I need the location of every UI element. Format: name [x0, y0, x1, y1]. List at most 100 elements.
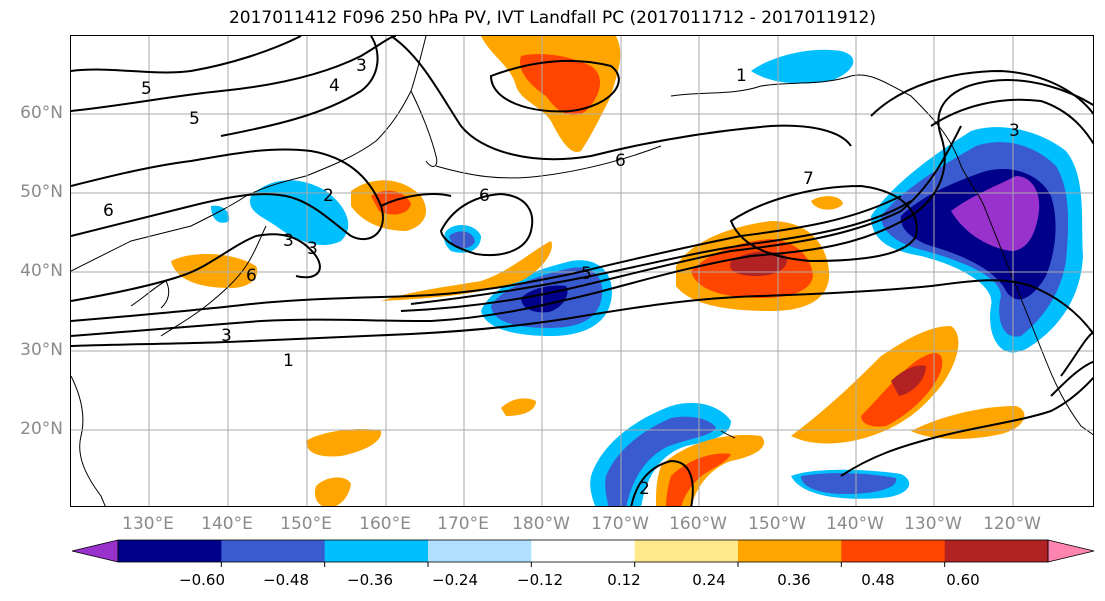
lon-label-140w: 140°W [826, 514, 884, 534]
contour-line [410, 200, 912, 305]
contour-line [71, 79, 1093, 337]
positive-anomaly-siberia-core [520, 54, 601, 116]
colorbar-tick-label: −0.48 [263, 571, 309, 589]
shaded-fields [171, 36, 1083, 506]
contour-label: 6 [103, 201, 114, 221]
contour-label: 1 [283, 351, 294, 371]
colorbar-segment [738, 540, 842, 562]
contour-label: 6 [479, 186, 490, 206]
colorbar-tick-label: 0.12 [607, 571, 641, 589]
negative-anomaly-subtropical-center-core [605, 416, 716, 506]
lon-label-170e: 170°E [437, 514, 489, 534]
contour-label: 3 [283, 231, 294, 251]
chart-title: 2017011412 F096 250 hPa PV, IVT Landfall… [228, 8, 876, 28]
contour-line [630, 459, 694, 506]
lon-label-180: 180°W [512, 514, 570, 534]
lat-label-60n: 60°N [20, 103, 63, 123]
positive-anomaly-small-ne [811, 196, 843, 210]
contour-line [390, 36, 852, 161]
contour-line [729, 184, 918, 263]
coastline-aleutians [435, 145, 662, 179]
contour-line [71, 148, 384, 241]
colorbar-segment [531, 540, 636, 562]
positive-anomaly-small-2 [314, 477, 351, 506]
coastline-alaska [670, 74, 987, 212]
contour-line [1050, 360, 1093, 397]
contour-label: 5 [189, 109, 200, 129]
colorbar-extension-low [71, 539, 119, 563]
positive-anomaly-small-3 [501, 398, 536, 416]
contour-label: 1 [736, 66, 747, 86]
colorbar-segment [841, 540, 946, 562]
colorbar-tick-label: −0.24 [432, 571, 478, 589]
negative-anomaly-kuril-core [449, 231, 475, 249]
lat-label-20n: 20°N [20, 419, 63, 439]
coastline-north-america-west [985, 210, 1093, 436]
lat-label-30n: 30°N [20, 340, 63, 360]
colorbar-segments [71, 539, 1095, 563]
colorbar-tick-label: −0.12 [517, 571, 563, 589]
contour-label: 3 [221, 326, 232, 346]
negative-anomaly-japan [250, 180, 349, 246]
pv-contours [71, 36, 1093, 506]
lon-label-150w: 150°W [748, 514, 806, 534]
lon-label-160e: 160°E [359, 514, 411, 534]
colorbar-extension-high [1047, 539, 1095, 563]
contour-line [1060, 331, 1093, 377]
contour-line [220, 36, 379, 137]
colorbar-tick-label: −0.36 [347, 571, 393, 589]
contour-label: 6 [615, 151, 626, 171]
positive-anomaly-southeast [791, 326, 959, 444]
map-panel: 5 4 3 5 6 6 7 6 3 2 3 6 1 3 5 1 2 3 [70, 35, 1094, 507]
colorbar-ticks [220, 562, 946, 567]
colorbar-segment [944, 540, 1049, 562]
contour-line [71, 279, 1093, 347]
colorbar-segment [634, 540, 739, 562]
lon-label-140e: 140°E [201, 514, 253, 534]
colorbar-segment [221, 540, 326, 562]
contour-labels: 5 4 3 5 6 6 7 6 3 2 3 6 1 3 5 1 2 3 [103, 56, 1020, 499]
colorbar-tick-label: 0.48 [861, 571, 895, 589]
colorbar [71, 539, 1095, 567]
contour-line [439, 192, 534, 257]
contour-label: 3 [307, 239, 318, 259]
contour-line [400, 125, 962, 312]
colorbar-tick-label: 0.36 [777, 571, 811, 589]
positive-anomaly-southeast-core [891, 365, 926, 396]
contour-label: 4 [329, 76, 340, 96]
colorbar-outline [117, 539, 1049, 563]
lon-label-120w: 120°W [983, 514, 1041, 534]
coastline-kamchatka [410, 90, 438, 167]
map-svg: 5 4 3 5 6 6 7 6 3 2 3 6 1 3 5 1 2 3 [71, 36, 1093, 506]
contour-line [71, 233, 321, 302]
contour-line [71, 195, 902, 322]
contour-label: 2 [323, 186, 334, 206]
contour-label: 7 [803, 169, 814, 189]
contour-label: 2 [639, 479, 650, 499]
colorbar-tick-label: −0.60 [179, 571, 225, 589]
contour-label: 6 [246, 266, 257, 286]
contour-line [489, 59, 620, 113]
contour-line [870, 69, 1093, 117]
lat-label-50n: 50°N [20, 182, 63, 202]
colorbar-segment [118, 540, 222, 562]
negative-anomaly-alaska-top [751, 49, 854, 84]
lon-label-150e: 150°E [280, 514, 332, 534]
lon-label-130e: 130°E [122, 514, 174, 534]
contour-line [840, 376, 1093, 477]
negative-anomaly-japan-small [211, 205, 230, 223]
coastline-hawaii [720, 430, 736, 439]
lon-label-160w: 160°W [669, 514, 727, 534]
negative-anomaly-subtropical-east-core [801, 473, 897, 494]
contour-line [930, 98, 1093, 145]
lon-label-130w: 130°W [904, 514, 962, 534]
colorbar-tick-label: 0.60 [946, 571, 980, 589]
lon-label-170w: 170°W [591, 514, 649, 534]
coastline-asia-east [71, 36, 427, 272]
positive-anomaly-small-1 [306, 429, 382, 457]
positive-anomaly-southeast-tail [911, 406, 1025, 439]
colorbar-tick-label: 0.24 [692, 571, 726, 589]
contour-line [380, 193, 452, 207]
positive-anomaly-streak [381, 241, 552, 301]
coastline-taiwan-philippines [71, 375, 106, 506]
